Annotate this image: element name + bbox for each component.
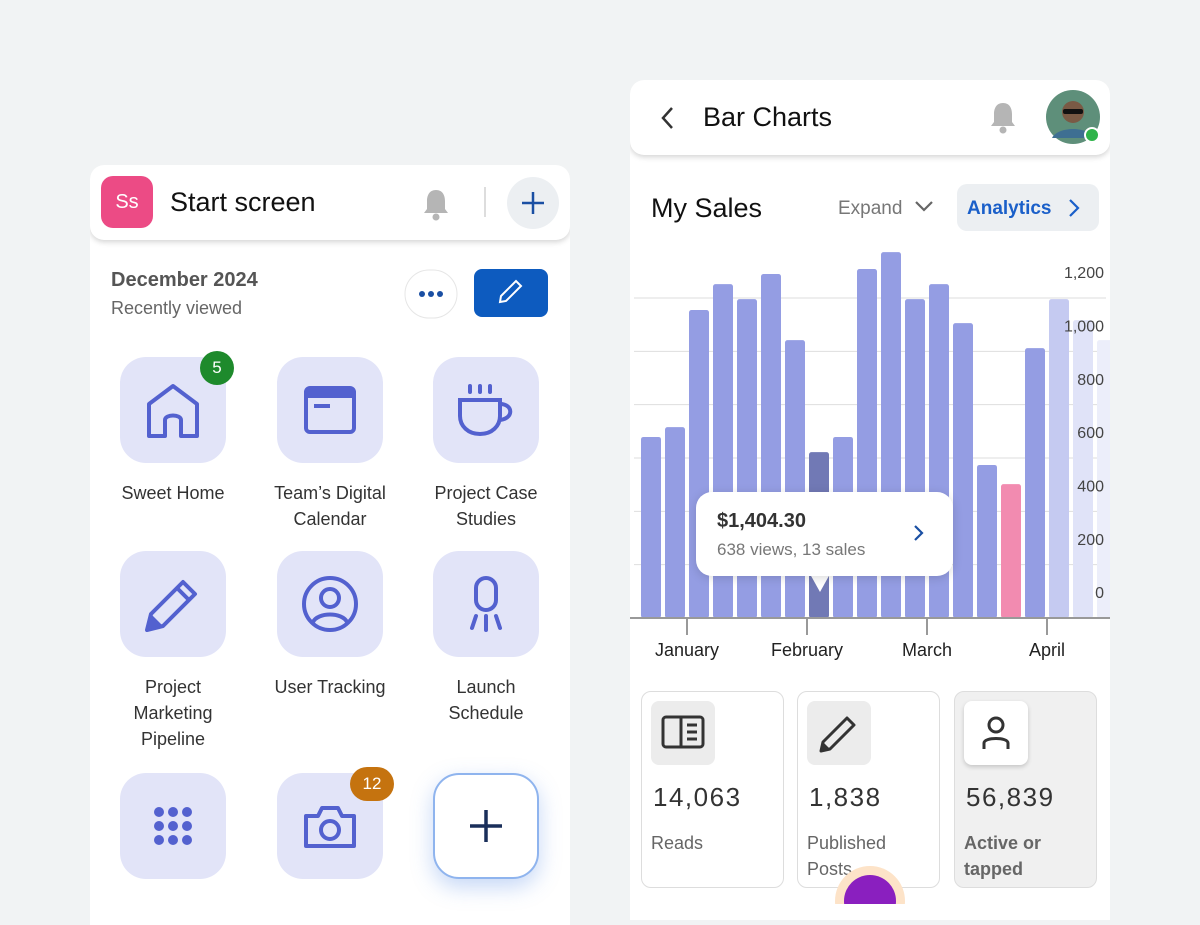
add-tile[interactable] (433, 773, 539, 879)
y-tick-label: 1,200 (1064, 265, 1104, 282)
tile-label: Project Marketing Pipeline (133, 677, 213, 749)
tooltip[interactable]: $1,404.30 638 views, 13 sales (696, 492, 953, 576)
x-tick-label: January (655, 640, 719, 660)
tile[interactable] (120, 773, 226, 879)
header: Bar Charts (630, 80, 1110, 155)
stat-value: 14,063 (653, 782, 742, 812)
tile-label: Sweet Home (121, 483, 225, 503)
bar (785, 340, 805, 618)
edit-button[interactable] (474, 269, 548, 317)
chart-title: My Sales (651, 193, 763, 223)
y-tick-label: 0 (1095, 585, 1104, 602)
bar (1049, 299, 1069, 618)
start-screen: Ss Start screen December 2024 Recently v… (90, 165, 570, 925)
screen-title: Bar Charts (703, 102, 833, 132)
stat-value: 1,838 (809, 782, 882, 812)
bar (641, 436, 661, 618)
fab[interactable] (833, 864, 907, 904)
tile[interactable] (433, 357, 539, 463)
expand-button[interactable]: Expand (838, 198, 903, 219)
subtitle: Recently viewed (111, 298, 243, 318)
tile[interactable] (433, 551, 539, 657)
page: Ss Start screen December 2024 Recently v… (90, 80, 1110, 925)
bar (953, 323, 973, 618)
stat-icon (964, 701, 1028, 765)
tile[interactable] (277, 551, 383, 657)
stat-label: Published Posts (807, 833, 887, 879)
tile-label: Project Case Studies (434, 483, 538, 529)
chevron-down (915, 201, 933, 212)
tile-label: User Tracking (274, 677, 386, 697)
chart: 0 200 400 600 800 1,000 1,200 January February Ma… (630, 252, 1110, 660)
stat-label: Reads (651, 833, 704, 853)
bar-charts-screen: 0 200 400 600 800 1,000 1,200 January February Ma… (630, 80, 1110, 920)
bar (1001, 484, 1021, 618)
divider (484, 187, 486, 217)
x-tick-label: March (902, 640, 952, 660)
stat-icon (807, 701, 871, 765)
tile[interactable] (277, 357, 383, 463)
tooltip-detail: 638 views, 13 sales (717, 540, 866, 559)
x-tick-label: February (771, 640, 843, 660)
y-tick-label: 600 (1077, 425, 1104, 442)
stat-label: Active or tapped (964, 833, 1042, 879)
add-button[interactable] (507, 177, 559, 229)
tile-label: Launch Schedule (448, 677, 524, 723)
bar (1073, 320, 1093, 618)
y-tick-label: 200 (1077, 532, 1104, 549)
date: December 2024 (111, 269, 258, 291)
bar (665, 427, 685, 618)
more-button[interactable] (402, 267, 462, 321)
x-tick-label: April (1029, 640, 1065, 660)
bar (1025, 348, 1045, 618)
bell-icon[interactable] (422, 187, 450, 221)
bell-icon[interactable] (989, 100, 1017, 134)
stat-value: 56,839 (966, 782, 1055, 812)
bar (1097, 340, 1110, 618)
avatar: Ss (101, 176, 153, 228)
chevron-right (914, 525, 924, 541)
stat-icon (651, 701, 715, 765)
stat-card[interactable]: 14,063 Reads (641, 691, 784, 888)
bar (977, 464, 997, 618)
stat-card[interactable]: 1,838 Published Posts (797, 691, 940, 888)
badge: 12 (350, 767, 394, 801)
stat-card[interactable]: 56,839 Active or tapped (954, 691, 1097, 888)
back-button[interactable] (658, 105, 678, 131)
badge: 5 (200, 351, 234, 385)
tile[interactable] (120, 551, 226, 657)
y-tick-label: 1,000 (1064, 319, 1104, 336)
y-tick-label: 400 (1077, 479, 1104, 496)
y-tick-label: 800 (1077, 372, 1104, 389)
header: Ss Start screen (90, 165, 570, 240)
analytics-label: Analytics (967, 198, 1052, 219)
tooltip-amount: $1,404.30 (717, 510, 806, 532)
user-avatar[interactable] (1044, 88, 1104, 148)
chevron-right (1069, 199, 1080, 217)
analytics-button[interactable]: Analytics (957, 184, 1099, 231)
screen-title: Start screen (170, 187, 316, 217)
tile-label: Team’s Digital Calendar (274, 483, 386, 529)
tooltip-pointer (810, 574, 830, 592)
